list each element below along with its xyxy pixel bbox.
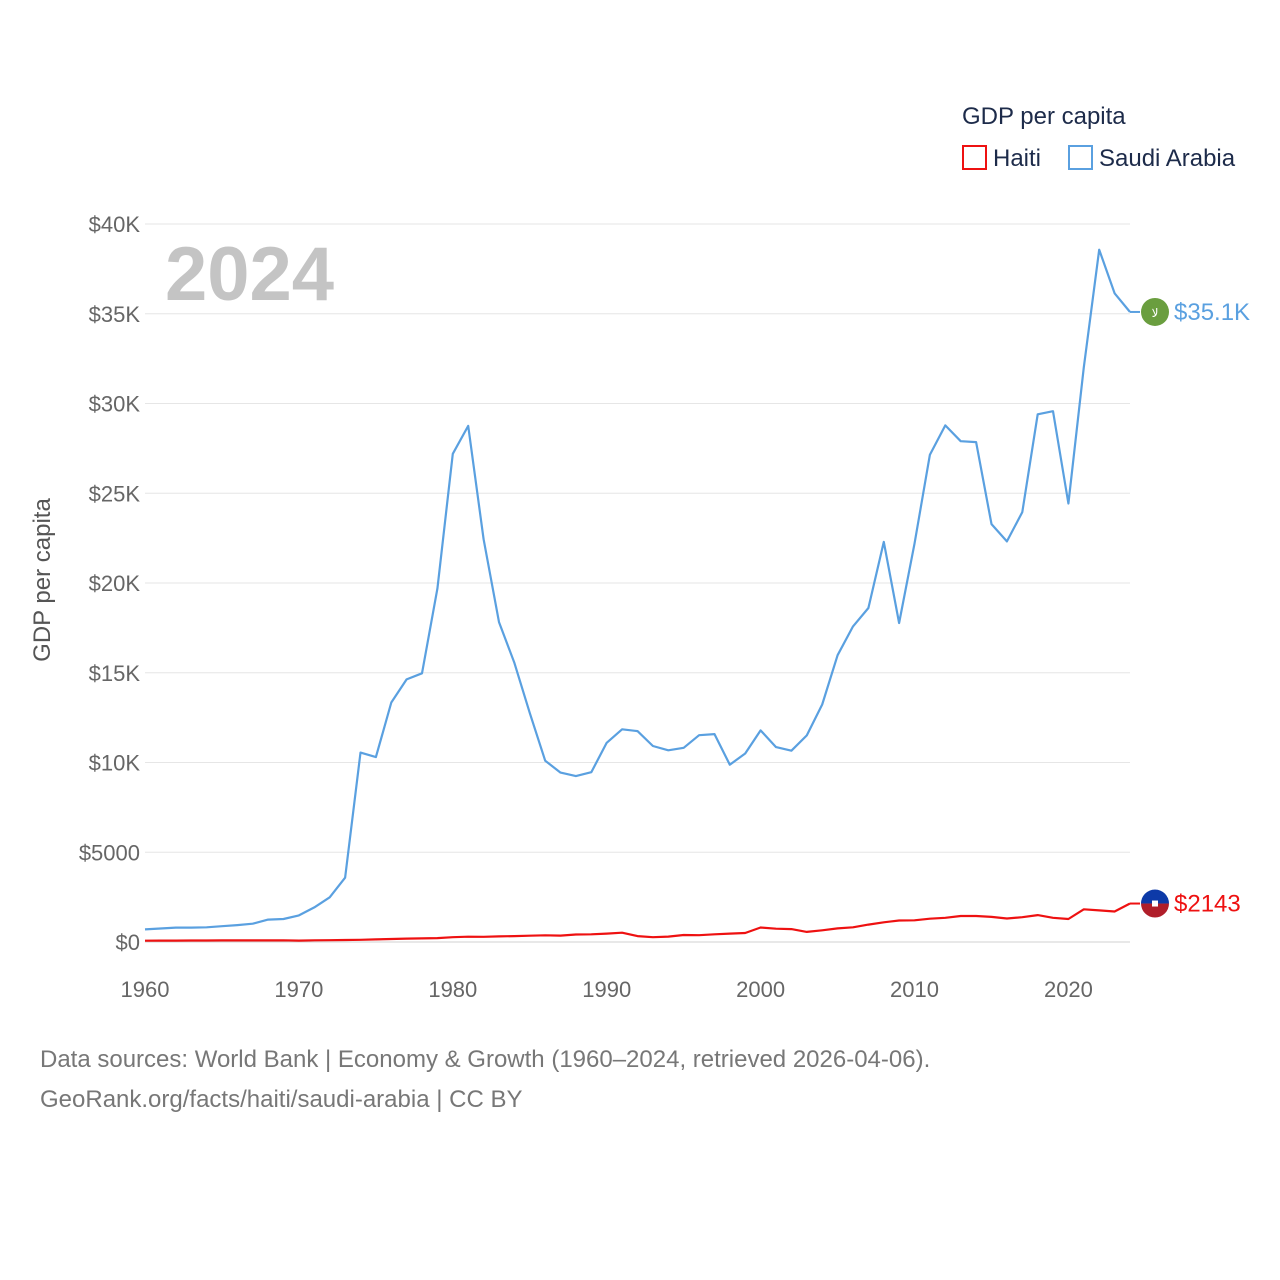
series-line-haiti [144, 902, 1131, 942]
x-tick-label: 2020 [1044, 977, 1093, 1002]
y-tick-label: $25K [89, 481, 141, 506]
y-axis-label: GDP per capita [29, 498, 56, 662]
x-tick-label: 1980 [428, 977, 477, 1002]
y-tick-label: $5000 [79, 840, 140, 865]
footer-attribution: GeoRank.org/facts/haiti/saudi-arabia | C… [40, 1086, 523, 1113]
y-tick-label: $40K [89, 212, 141, 237]
chart: $0 $5000 $10K $15K $20K $25K $30K $35K $40K 1960… [29, 103, 1250, 1002]
y-tick-label: $0 [116, 930, 140, 955]
legend-swatch-saudi-arabia [1068, 145, 1093, 170]
haiti-flag-icon [1141, 889, 1169, 918]
legend-swatch-haiti [962, 145, 987, 170]
legend: GDP per capita Haiti Saudi Arabia [962, 103, 1236, 172]
x-tick-label: 1960 [121, 977, 170, 1002]
y-tick-label: $20K [89, 571, 141, 596]
year-label: 2024 [165, 232, 334, 317]
y-axis-ticks: $0 $5000 $10K $15K $20K $25K $30K $35K $40K [79, 212, 141, 955]
end-label-haiti: $2143 [1174, 891, 1241, 918]
y-tick-label: $30K [89, 392, 141, 417]
legend-label-haiti: Haiti [993, 145, 1041, 172]
y-tick-label: $10K [89, 751, 141, 776]
series-lines [144, 248, 1140, 942]
x-axis-ticks: 1960 1970 1980 1990 2000 2010 2020 [121, 977, 1093, 1002]
legend-item-haiti[interactable]: Haiti [962, 145, 1041, 172]
y-tick-label: $15K [89, 661, 141, 686]
legend-label-saudi-arabia: Saudi Arabia [1099, 145, 1236, 172]
x-tick-label: 2010 [890, 977, 939, 1002]
legend-item-saudi-arabia[interactable]: Saudi Arabia [1068, 145, 1236, 172]
x-tick-label: 2000 [736, 977, 785, 1002]
x-tick-label: 1990 [582, 977, 631, 1002]
legend-title: GDP per capita [962, 103, 1126, 130]
footer-sources: Data sources: World Bank | Economy & Gro… [40, 1046, 931, 1073]
y-tick-label: $35K [89, 302, 141, 327]
saudi-arabia-flag-emblem: لا [1152, 306, 1159, 320]
end-label-saudi-arabia: $35.1K [1174, 299, 1250, 326]
saudi-arabia-flag-icon: لا [1141, 297, 1169, 326]
x-tick-label: 1970 [274, 977, 323, 1002]
series-line-saudi-arabia [144, 248, 1131, 931]
gridlines [145, 223, 1130, 943]
